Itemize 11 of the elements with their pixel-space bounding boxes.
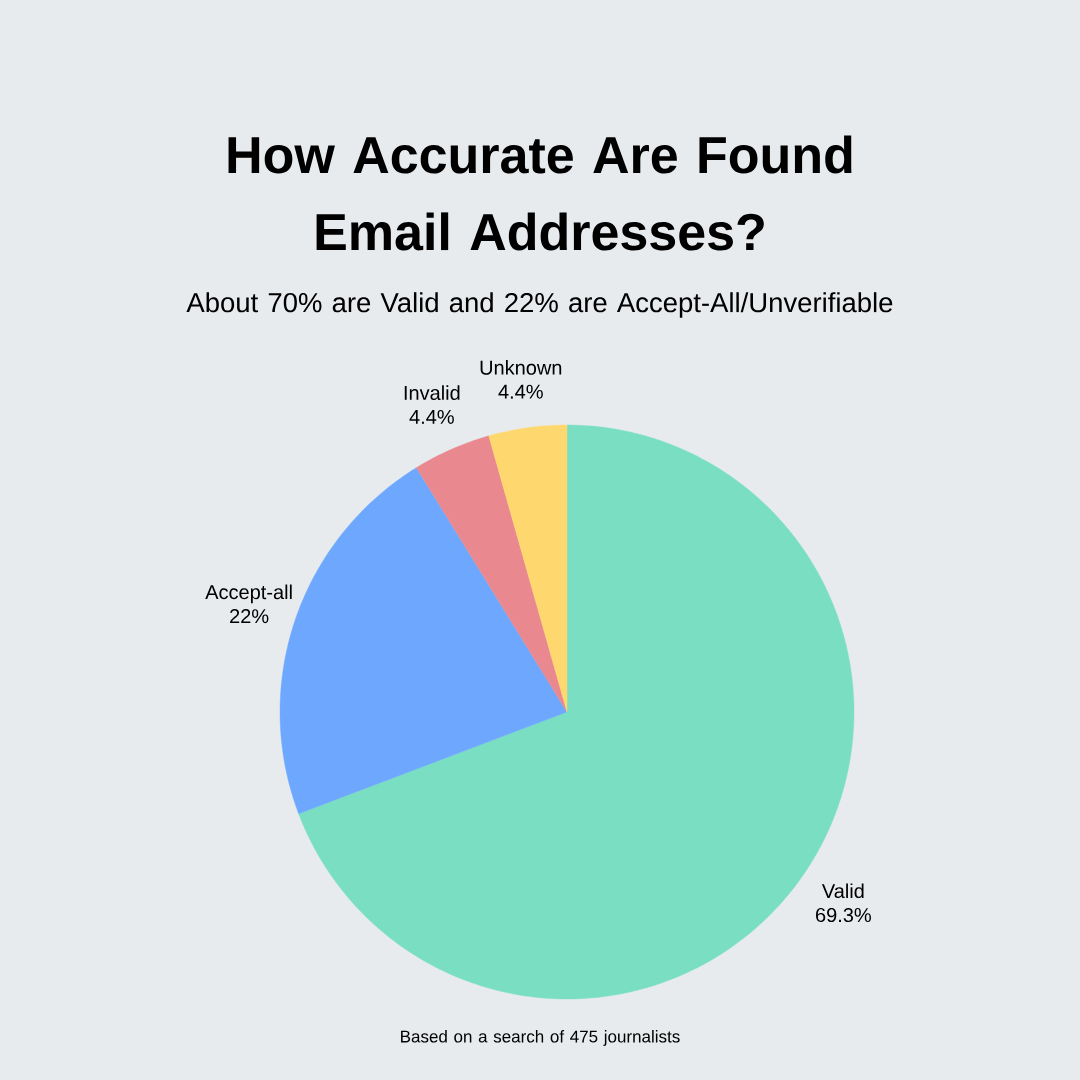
chart-title: How Accurate Are Found Email Addresses? — [228, 135, 852, 251]
slice-label: Valid — [821, 883, 864, 899]
data-label: 4.4% — [409, 409, 454, 424]
data-label: 22% — [230, 609, 269, 624]
slice-label: Invalid — [404, 385, 460, 400]
slice-label: Accept-all — [205, 584, 292, 604]
chart-subtitle: About 70% are Valid and 22% are Accept-All/Unverifiable — [186, 292, 893, 318]
data-label: 69.3% — [816, 907, 871, 923]
slice-label: Unknown — [480, 360, 562, 375]
text: Based on a search of 475 journalists — [401, 1030, 680, 1046]
data-label: 4.4% — [498, 384, 543, 399]
